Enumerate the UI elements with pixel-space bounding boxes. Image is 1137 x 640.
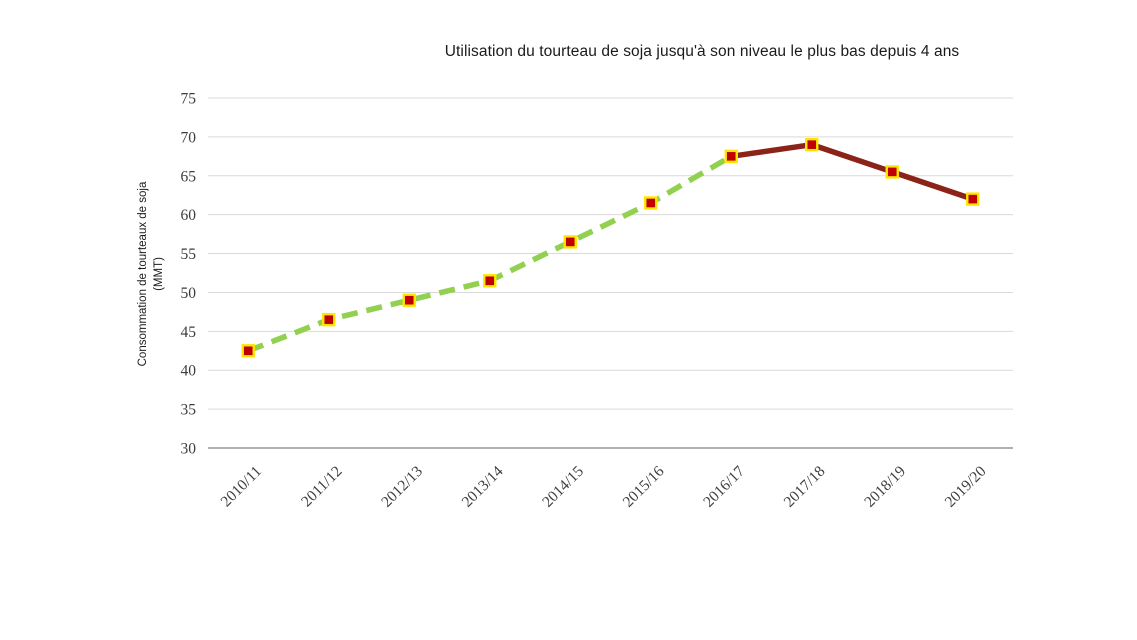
x-tick-label: 2018/19 bbox=[861, 463, 909, 511]
series-line-solid bbox=[730, 141, 974, 202]
data-point-marker bbox=[805, 137, 819, 152]
y-tick-label: 40 bbox=[181, 363, 197, 380]
data-point-marker bbox=[724, 149, 738, 164]
x-tick-label: 2010/11 bbox=[218, 463, 266, 511]
data-point-marker bbox=[885, 165, 899, 179]
y-tick-label: 70 bbox=[181, 129, 197, 146]
x-tick-label: 2017/18 bbox=[781, 463, 829, 511]
y-tick-label: 50 bbox=[181, 285, 197, 302]
data-point-marker bbox=[241, 344, 255, 358]
data-point-marker bbox=[322, 312, 336, 327]
data-point-marker bbox=[644, 196, 658, 210]
data-point-marker bbox=[966, 192, 980, 206]
data-point-marker bbox=[563, 235, 577, 249]
y-tick-label: 35 bbox=[181, 402, 197, 419]
y-tick-label: 60 bbox=[181, 207, 197, 224]
y-tick-label: 55 bbox=[181, 246, 197, 263]
chart-title: Utilisation du tourteau de soja jusqu'à … bbox=[444, 43, 960, 60]
y-tick-label: 75 bbox=[181, 91, 197, 108]
x-tick-label: 2011/12 bbox=[298, 463, 346, 511]
y-tick-label: 45 bbox=[181, 324, 197, 341]
data-point-marker bbox=[483, 274, 497, 288]
data-point-marker bbox=[402, 293, 416, 307]
x-tick-label: 2013/14 bbox=[459, 463, 507, 511]
x-tick-label: 2014/15 bbox=[539, 463, 587, 511]
x-tick-label: 2015/16 bbox=[620, 463, 668, 511]
x-tick-label: 2019/20 bbox=[942, 463, 990, 511]
y-tick-label: 30 bbox=[181, 441, 197, 458]
y-tick-label: 65 bbox=[181, 168, 197, 185]
x-tick-label: 2012/13 bbox=[378, 463, 426, 511]
x-tick-label: 2016/17 bbox=[700, 463, 748, 511]
